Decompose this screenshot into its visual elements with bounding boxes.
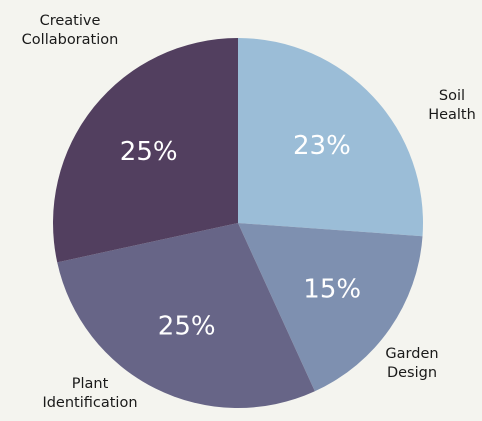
slice-percentage-label: 23%: [293, 131, 351, 161]
slice-category-label: Soil Health: [428, 88, 476, 123]
pie-slice-garden-design: [238, 223, 423, 392]
slice-percentage-label: 25%: [158, 312, 216, 342]
slice-category-label: Plant Identification: [42, 376, 137, 411]
category-labels: Soil Health Garden Design Plant Identificatio…: [22, 13, 476, 411]
slice-category-label: Garden Design: [385, 346, 438, 381]
pie-slices: [53, 38, 424, 408]
slice-category-label: Creative Collaboration: [22, 13, 119, 48]
percentage-labels: 23% 15% 25% 25%: [120, 131, 361, 342]
pie-slice-plant-identification: [57, 223, 315, 408]
slice-percentage-label: 25%: [120, 137, 178, 167]
pie-slice-soil-health: [238, 38, 424, 237]
pie-slice-creative-collaboration: [53, 38, 238, 263]
slice-percentage-label: 15%: [303, 274, 361, 304]
